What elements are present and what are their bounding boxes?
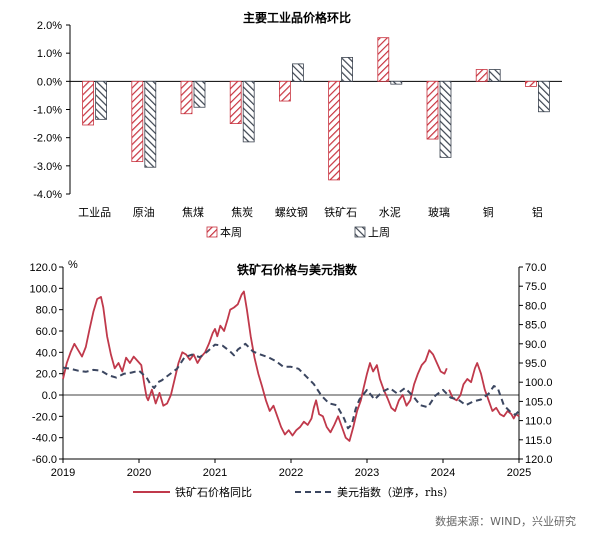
line-axes: 120.0 100.0 80.0 60.0 40.0 20.0 0.0 -20.0 -40.0 -…	[29, 262, 552, 479]
bar-last-week	[538, 80, 550, 113]
left-y-tick-label: 60.0	[36, 326, 57, 338]
bar-last-week	[95, 80, 107, 120]
right-y-tick-label: 110.0	[525, 416, 552, 428]
bar-category-label: 焦炭	[231, 206, 253, 219]
right-y-tick-label: 70.0	[525, 262, 546, 274]
right-y-tick-label: 120.0	[525, 454, 553, 466]
legend-label-iron-ore: 铁矿石价格同比	[175, 485, 252, 499]
bar-last-week	[488, 69, 501, 82]
bar-legend: 本周 上周	[206, 225, 390, 239]
left-axis-unit: %	[68, 259, 78, 271]
bar-this-week	[180, 80, 193, 115]
bar-this-week	[229, 80, 242, 124]
bar-last-week	[144, 80, 157, 168]
x-tick-label: 2020	[127, 467, 151, 479]
bar-y-tick-label: -2.0%	[33, 133, 62, 145]
bar-category-label: 工业品	[78, 206, 111, 219]
right-y-tick-label: 115.0	[525, 435, 552, 447]
bar-category-label: 原油	[133, 205, 155, 219]
left-y-tick-label: 120.0	[29, 262, 57, 274]
bar-category-label: 玻璃	[428, 205, 450, 219]
bar-category-label: 焦煤	[182, 206, 204, 219]
legend-swatch-this-week	[206, 226, 218, 238]
right-y-tick-label: 75.0	[525, 281, 546, 293]
bar-y-tick-label: 2.0%	[37, 20, 62, 32]
right-y-tick-label: 105.0	[525, 396, 553, 408]
bar-category-label: 水泥	[379, 206, 401, 219]
x-tick-label: 2024	[431, 467, 455, 479]
right-y-tick-label: 100.0	[525, 377, 553, 389]
x-tick-label: 2025	[507, 467, 531, 479]
x-tick-label: 2019	[51, 467, 75, 479]
legend-label-dxy: 美元指数（逆序，rhs）	[337, 485, 454, 499]
bar-category-label: 铝	[532, 205, 543, 219]
bar-y-tick-label: -1.0%	[33, 105, 62, 117]
bar-y-tick-label: -4.0%	[33, 189, 62, 201]
series-iron-ore-line	[62, 290, 448, 442]
x-tick-label: 2021	[203, 467, 227, 479]
source-note: 数据来源：WIND，兴业研究	[435, 514, 576, 528]
bar-last-week	[193, 80, 206, 108]
left-y-tick-label: 80.0	[36, 305, 57, 317]
left-y-tick-label: -20.0	[32, 411, 57, 423]
bar-this-week	[377, 37, 390, 82]
bar-y-axis: 2.0% 1.0% 0.0% -1.0% -2.0% -3.0% -4.0%	[33, 20, 562, 201]
series-iron-ore-line	[448, 362, 520, 420]
line-series-group	[62, 290, 520, 442]
right-y-tick-label: 90.0	[525, 339, 546, 351]
bar-this-week	[328, 80, 341, 181]
right-y-tick-label: 95.0	[525, 358, 546, 370]
left-y-tick-label: -60.0	[32, 454, 57, 466]
series-dxy-line	[62, 342, 520, 430]
bar-last-week	[341, 56, 354, 82]
left-y-tick-label: -40.0	[32, 433, 57, 445]
bar-y-tick-label: 1.0%	[37, 48, 62, 60]
bar-last-week	[242, 80, 255, 143]
bar-chart-title: 主要工业品价格环比	[243, 10, 351, 25]
legend-swatch-last-week	[354, 226, 366, 238]
bar-y-tick-label: 0.0%	[37, 76, 62, 88]
bar-category-label: 铜	[483, 205, 494, 219]
bar-last-week	[439, 80, 452, 158]
bar-this-week	[82, 80, 94, 126]
bar-category-label: 螺纹钢	[275, 205, 308, 219]
legend-label-last-week: 上周	[368, 226, 390, 239]
line-legend: 铁矿石价格同比 美元指数（逆序，rhs）	[133, 485, 454, 499]
bar-category-labels: 工业品 原油 焦煤 焦炭 螺纹钢 铁矿石 水泥 玻璃 铜 铝	[78, 205, 543, 219]
bar-this-week	[426, 80, 439, 140]
bar-last-week	[390, 80, 403, 85]
left-y-tick-label: 20.0	[36, 369, 57, 381]
bar-y-tick-label: -3.0%	[33, 161, 62, 173]
right-y-tick-label: 80.0	[525, 300, 546, 312]
bar-last-week	[291, 63, 304, 82]
bar-this-week	[525, 80, 537, 87]
x-tick-label: 2023	[355, 467, 379, 479]
left-y-tick-label: 0.0	[42, 390, 57, 402]
left-y-tick-label: 40.0	[36, 347, 57, 359]
bar-series-group	[82, 37, 550, 181]
bar-category-label: 铁矿石	[324, 206, 357, 219]
bar-this-week	[131, 80, 144, 163]
right-y-tick-label: 85.0	[525, 320, 546, 332]
line-chart-title: 铁矿石价格与美元指数	[237, 262, 358, 277]
x-tick-label: 2022	[279, 467, 303, 479]
bar-this-week	[278, 80, 291, 102]
bar-this-week	[475, 69, 488, 82]
left-y-tick-label: 100.0	[29, 283, 57, 295]
legend-label-this-week: 本周	[220, 225, 242, 239]
